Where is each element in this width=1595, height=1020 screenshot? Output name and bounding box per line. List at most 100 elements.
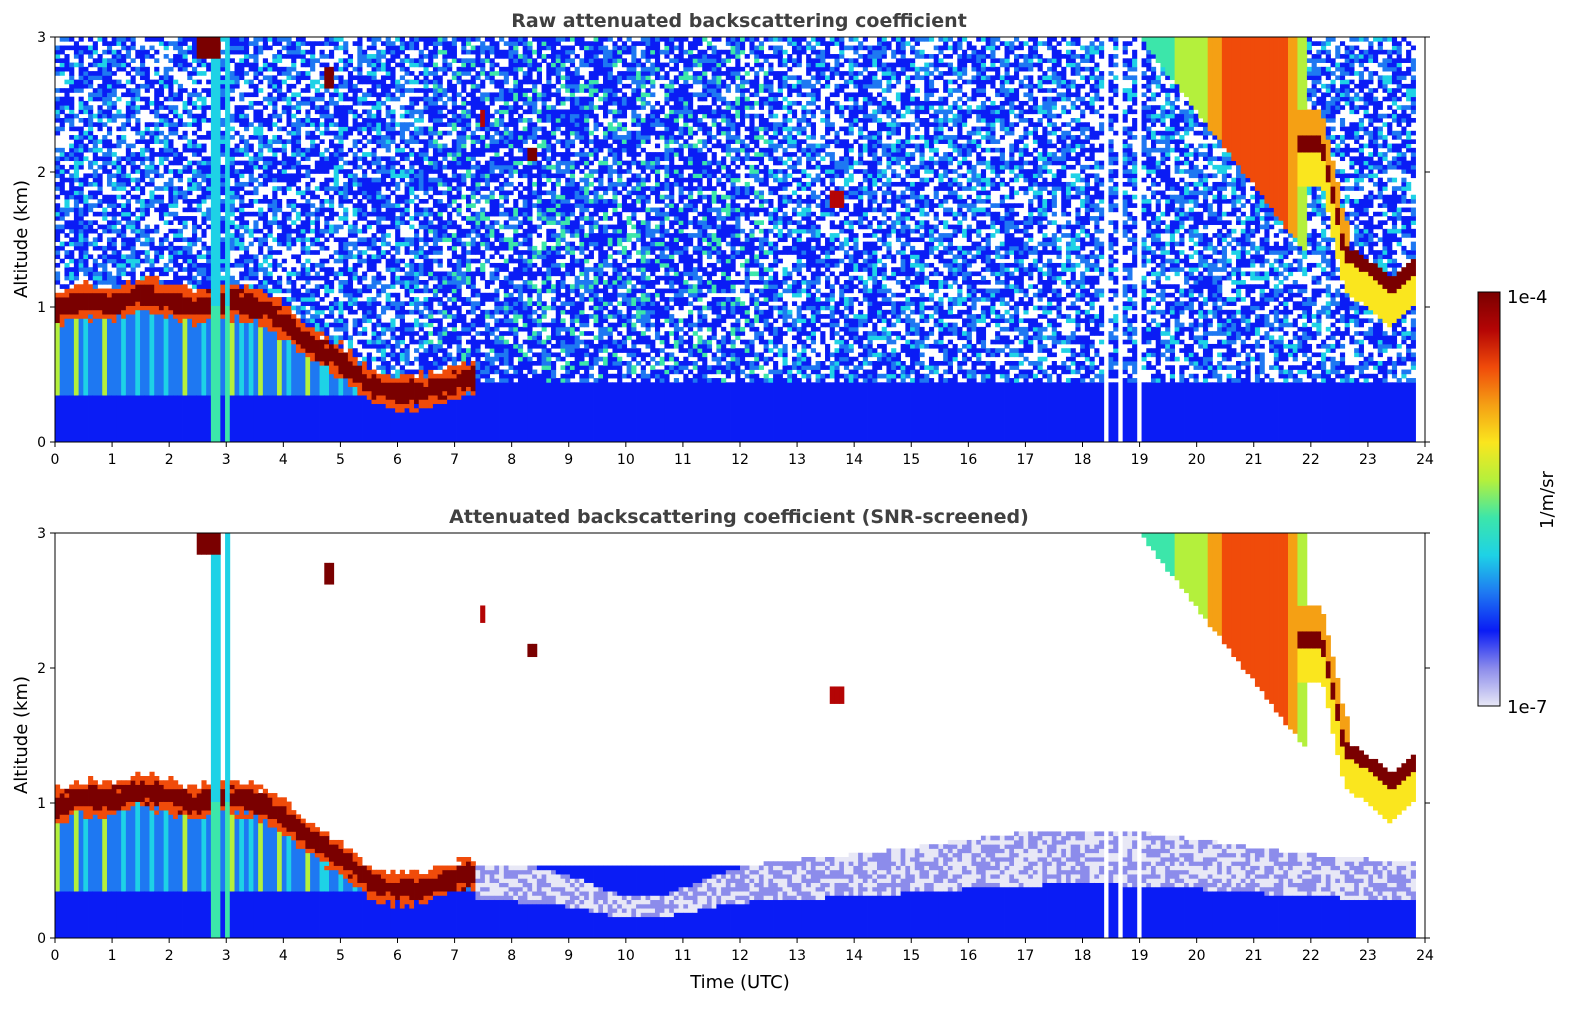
heatmap-cell (546, 348, 552, 353)
heatmap-cell (617, 139, 623, 162)
heatmap-cell (234, 49, 240, 55)
heatmap-cell (59, 96, 65, 106)
heatmap-cell (234, 173, 240, 183)
heatmap-cell (158, 113, 165, 119)
heatmap-cell (121, 83, 127, 89)
heatmap-cell (659, 135, 665, 140)
heatmap-cell (432, 365, 439, 370)
heatmap-cell (291, 126, 297, 132)
heatmap-cell (376, 339, 382, 345)
heatmap-cell (277, 326, 283, 341)
heatmap-cell (617, 49, 623, 55)
heatmap-cell (508, 297, 514, 306)
heatmap-cell (414, 79, 420, 85)
heatmap-cell (192, 58, 198, 63)
heatmap-cell (395, 301, 401, 311)
heatmap-cell (300, 352, 306, 396)
heatmap-cell (314, 361, 320, 396)
heatmap-cell (536, 373, 542, 442)
heatmap-cell (116, 41, 122, 46)
heatmap-cell (447, 399, 453, 442)
heatmap-cell (617, 250, 623, 255)
heatmap-cell (286, 280, 292, 285)
heatmap-cell (229, 190, 235, 196)
heatmap-cell (130, 100, 136, 106)
heatmap-cell (220, 118, 226, 127)
heatmap-cell (314, 309, 320, 315)
heatmap-cell (588, 160, 594, 166)
heatmap-cell (64, 250, 70, 255)
heatmap-cell (277, 262, 283, 268)
heatmap-cell (442, 130, 448, 136)
heatmap-cell (376, 335, 382, 341)
heatmap-cell (92, 169, 98, 179)
heatmap-cell (262, 118, 268, 127)
heatmap-cell (262, 395, 268, 442)
heatmap-cell (621, 322, 628, 328)
heatmap-cell (522, 237, 528, 243)
heatmap-cell (636, 181, 642, 187)
heatmap-cell (678, 365, 684, 370)
heatmap-cell (414, 58, 420, 63)
heatmap-cell (678, 75, 684, 81)
heatmap-cell (173, 96, 179, 102)
heatmap-cell (584, 62, 590, 68)
heatmap-cell (447, 245, 453, 251)
heatmap-cell (555, 173, 561, 179)
heatmap-cell (395, 194, 401, 204)
heatmap-cell (78, 66, 84, 76)
heatmap-cell (418, 71, 424, 76)
heatmap-cell (603, 314, 609, 319)
heatmap-cell (480, 220, 486, 230)
heatmap-cell (300, 297, 306, 302)
heatmap-cell (390, 365, 396, 370)
heatmap-cell (432, 378, 439, 396)
heatmap-cell (310, 100, 316, 110)
heatmap-cell (673, 45, 679, 51)
heatmap-cell (390, 190, 396, 196)
heatmap-cell (626, 233, 632, 243)
heatmap-cell (621, 267, 628, 272)
heatmap-cell (588, 45, 594, 51)
heatmap-cell (291, 203, 297, 208)
heatmap-cell (329, 224, 335, 234)
heatmap-cell (447, 224, 453, 230)
heatmap-cell (428, 126, 434, 132)
heatmap-cell (168, 139, 174, 149)
heatmap-cell (612, 58, 618, 63)
heatmap-cell (522, 339, 528, 345)
heatmap-cell (310, 395, 316, 442)
heatmap-cell (499, 237, 505, 243)
heatmap-cell (409, 288, 415, 294)
heatmap-cell (78, 194, 84, 204)
heatmap-cell (423, 54, 429, 59)
heatmap-cell (338, 190, 344, 196)
heatmap-cell (546, 275, 552, 281)
heatmap-cell (88, 113, 94, 127)
heatmap-cell (428, 288, 434, 294)
heatmap-cell (503, 211, 509, 217)
heatmap-cell (352, 271, 358, 277)
heatmap-cell (527, 118, 533, 123)
heatmap-cell (88, 322, 94, 396)
heatmap-cell (395, 37, 401, 42)
heatmap-cell (380, 361, 387, 366)
heatmap-cell (102, 156, 108, 162)
heatmap-cell (130, 314, 136, 396)
heatmap-cell (111, 54, 117, 59)
heatmap-cell (612, 194, 618, 200)
heatmap-cell (395, 369, 401, 379)
heatmap-cell (475, 373, 481, 379)
heatmap-cell (111, 224, 117, 230)
heatmap-cell (111, 207, 117, 217)
heatmap-cell (489, 326, 495, 332)
heatmap-cell (532, 37, 538, 42)
heatmap-cell (182, 267, 188, 272)
heatmap-cell (390, 156, 396, 162)
heatmap-cell (248, 181, 254, 187)
heatmap-cell (513, 49, 519, 55)
heatmap-cell (536, 109, 542, 115)
heatmap-cell (291, 267, 297, 272)
heatmap-cell (357, 75, 363, 85)
heatmap-cell (291, 130, 297, 136)
